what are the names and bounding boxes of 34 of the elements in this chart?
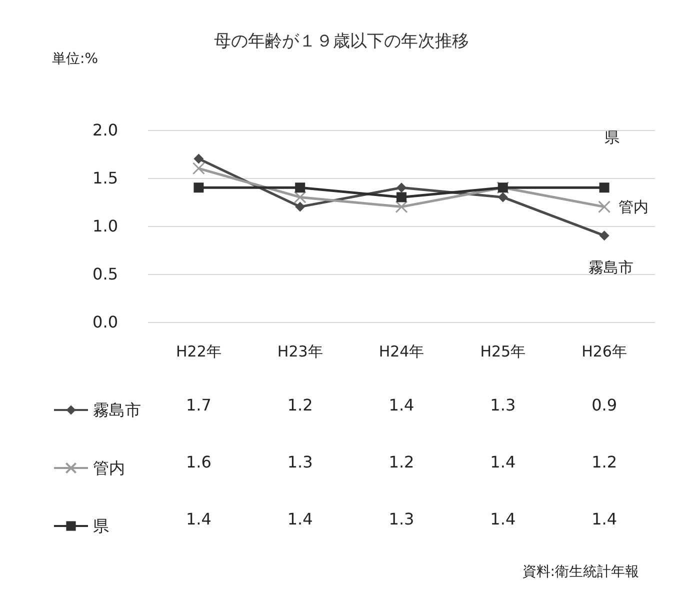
- y-tick-label: 2.0: [92, 120, 118, 140]
- y-tick-label: 0.5: [92, 264, 118, 284]
- data-label: 1.7: [186, 396, 212, 414]
- legend-label: 霧島市: [93, 400, 141, 420]
- x-tick-label: H23年: [277, 342, 323, 360]
- legend-label: 県: [93, 516, 109, 536]
- x-tick-label: H24年: [378, 342, 424, 360]
- data-label: 1.3: [287, 452, 313, 472]
- data-label: 1.4: [490, 452, 516, 472]
- y-tick-label: 1.0: [92, 216, 118, 236]
- data-label: 1.2: [592, 452, 618, 472]
- x-tick-label: H25年: [480, 342, 526, 360]
- legend-label: 管内: [93, 458, 125, 478]
- text: 県: [604, 128, 620, 147]
- data-label: 1.4: [490, 510, 516, 528]
- data-label: 1.3: [388, 510, 414, 528]
- data-label: 1.6: [186, 452, 212, 472]
- text: 資料:衛生統計年報: [522, 564, 639, 580]
- text: 管内: [618, 198, 648, 216]
- data-label: 1.2: [287, 396, 313, 414]
- chart-title: 母の年齢が１９歳以下の年次推移: [214, 32, 469, 52]
- data-label: 0.9: [592, 396, 618, 414]
- data-label: 1.2: [388, 452, 414, 472]
- data-label: 1.4: [592, 510, 618, 528]
- y-axis-title: 単位:%: [52, 51, 98, 67]
- text: 霧島市: [588, 258, 634, 277]
- data-label: 1.4: [186, 510, 212, 528]
- data-label: 1.4: [388, 396, 414, 414]
- y-tick-label: 1.5: [92, 168, 118, 188]
- x-tick-label: H26年: [582, 342, 627, 360]
- data-label: 1.4: [287, 510, 313, 528]
- y-tick-label: 0.0: [92, 312, 118, 332]
- x-tick-label: H22年: [176, 342, 222, 360]
- data-label: 1.3: [490, 396, 516, 414]
